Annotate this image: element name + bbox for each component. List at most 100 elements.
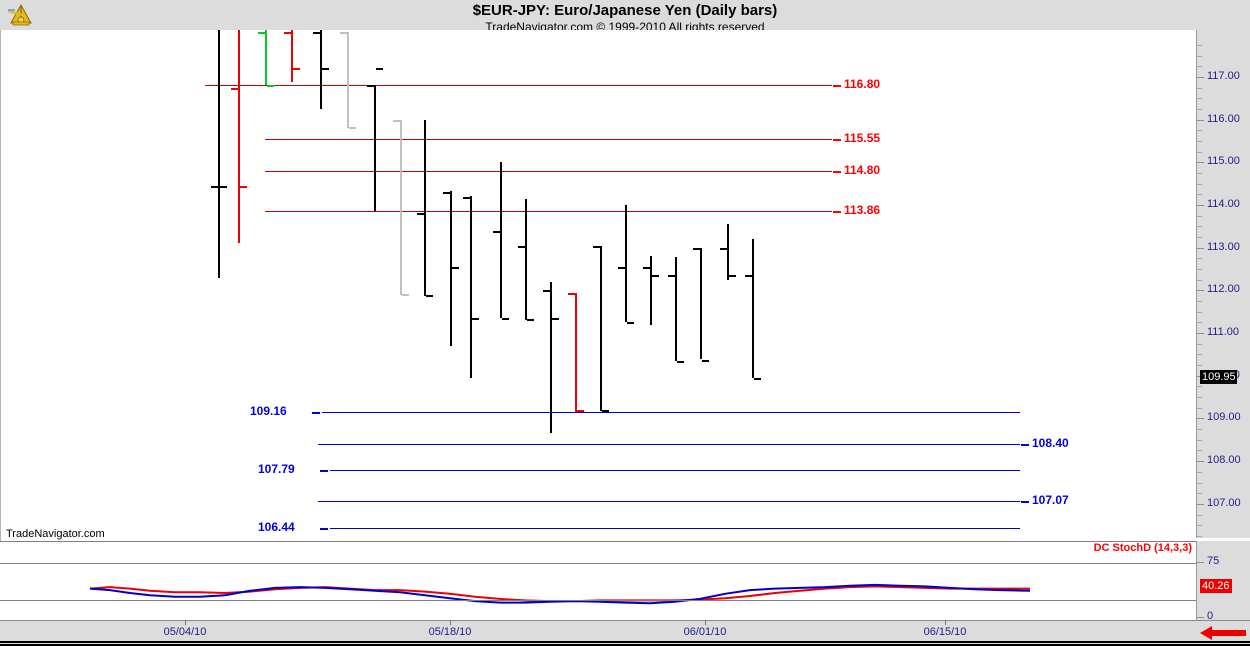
indicator-line [89,583,1031,605]
price-chart-pane[interactable] [0,30,1196,538]
ohlc-close-tick [240,185,247,188]
price-axis-tick [1197,290,1204,292]
indicator-value-marker: 40.26 [1200,579,1232,594]
ohlc-open-tick [393,119,400,122]
ohlc-close-tick [267,85,274,88]
date-axis-tick [185,621,186,625]
ohlc-open-tick [643,266,650,269]
price-axis-minor-tick [1197,215,1202,217]
ohlc-close-tick [527,319,534,322]
price-axis-minor-tick [1197,343,1202,345]
price-axis-minor-tick [1197,130,1202,132]
price-axis-minor-tick [1197,482,1202,484]
ohlc-bar [265,30,267,86]
ohlc-open-tick [367,85,374,88]
price-axis-tick [1197,247,1204,249]
level-price-label: 114.80 [844,162,881,177]
indicator-pane[interactable]: DC StochD (14,3,3) [0,541,1196,621]
ohlc-open-tick [340,32,347,35]
level-label-dash [320,527,328,530]
price-axis-minor-tick [1197,140,1202,142]
price-axis-label: 107.00 [1207,496,1241,509]
level-line [330,470,1020,472]
ohlc-open-tick [417,212,424,215]
ohlc-open-tick [593,245,600,248]
ohlc-open-tick [463,197,470,200]
page-title: $EUR-JPY: Euro/Japanese Yen (Daily bars) [472,2,778,19]
indicator-title: DC StochD (14,3,3) [1093,542,1192,554]
ohlc-bar [575,292,577,413]
indicator-axis-tick [1197,561,1204,563]
ohlc-bar [424,119,426,296]
level-line [265,138,832,140]
price-axis-tick [1197,162,1204,164]
ohlc-close-tick [349,127,356,130]
ohlc-close-tick [652,275,659,278]
ohlc-open-tick [211,185,218,188]
ohlc-open-tick [720,247,727,250]
indicator-gridline [0,562,1196,564]
ohlc-bar [675,257,677,361]
price-axis-label: 113.00 [1207,240,1240,253]
indicator-axis-label: 75 [1207,554,1220,567]
date-axis-tick [945,621,946,625]
level-price-label: 107.79 [258,462,295,477]
price-axis-tick [1197,333,1204,335]
level-label-dash [833,138,841,141]
ohlc-bar [470,196,472,378]
level-label-dash [833,85,841,88]
ohlc-close-tick [220,185,227,188]
ohlc-bar [320,30,322,109]
price-axis-tick [1197,119,1204,121]
level-label-dash [320,470,328,473]
ohlc-close-tick [577,409,584,412]
ohlc-bar [500,162,502,319]
level-price-label: 108.40 [1032,436,1069,451]
ohlc-bar [218,30,220,278]
price-axis-minor-tick [1197,322,1202,324]
ohlc-bar [238,30,240,244]
ohlc-open-tick [443,192,450,195]
price-axis-minor-tick [1197,525,1202,527]
price-axis-minor-tick [1197,450,1202,452]
watermark-label: TradeNavigator.com [6,528,105,540]
price-axis-minor-tick [1197,493,1202,495]
ohlc-close-tick [293,67,300,70]
date-axis-label: 06/01/10 [683,626,727,638]
left-arrow-icon[interactable] [1196,625,1250,641]
ohlc-close-tick [702,359,709,362]
price-axis-minor-tick [1197,269,1202,271]
ohlc-open-tick [284,32,291,35]
price-axis-tick [1197,503,1204,505]
ohlc-open-tick [693,247,700,250]
price-axis-minor-tick [1197,183,1202,185]
price-axis-minor-tick [1197,386,1202,388]
price-axis-label: 116.00 [1207,112,1240,125]
ohlc-close-tick [602,409,609,412]
level-line [205,85,832,87]
level-price-label: 113.86 [844,203,881,217]
price-axis-minor-tick [1197,354,1202,356]
price-axis-minor-tick [1197,311,1202,313]
level-label-dash [1021,444,1029,447]
ohlc-open-tick [568,292,575,295]
level-price-label: 107.07 [1032,492,1069,507]
price-axis-minor-tick [1197,44,1202,46]
price-axis-minor-tick [1197,66,1202,68]
level-price-label: 109.16 [250,403,287,418]
ohlc-close-tick [402,293,409,296]
price-axis-minor-tick [1197,471,1202,473]
price-axis-label: 112.00 [1207,283,1240,296]
date-axis-label: 05/04/10 [163,626,207,638]
price-axis-minor-tick [1197,535,1202,537]
price-axis-label: 109.00 [1207,411,1241,424]
indicator-gridline [0,599,1196,601]
price-axis-minor-tick [1197,237,1202,239]
indicator-axis[interactable]: 75 0 40.26 [1196,541,1250,622]
price-axis[interactable]: 117.00 116.00 115.00 114.00 113.00 112.00 111.… [1196,30,1250,538]
ohlc-bar [625,205,627,323]
current-price-marker: 109.95 [1200,369,1237,384]
price-axis-minor-tick [1197,365,1202,367]
price-axis-minor-tick [1197,55,1202,57]
